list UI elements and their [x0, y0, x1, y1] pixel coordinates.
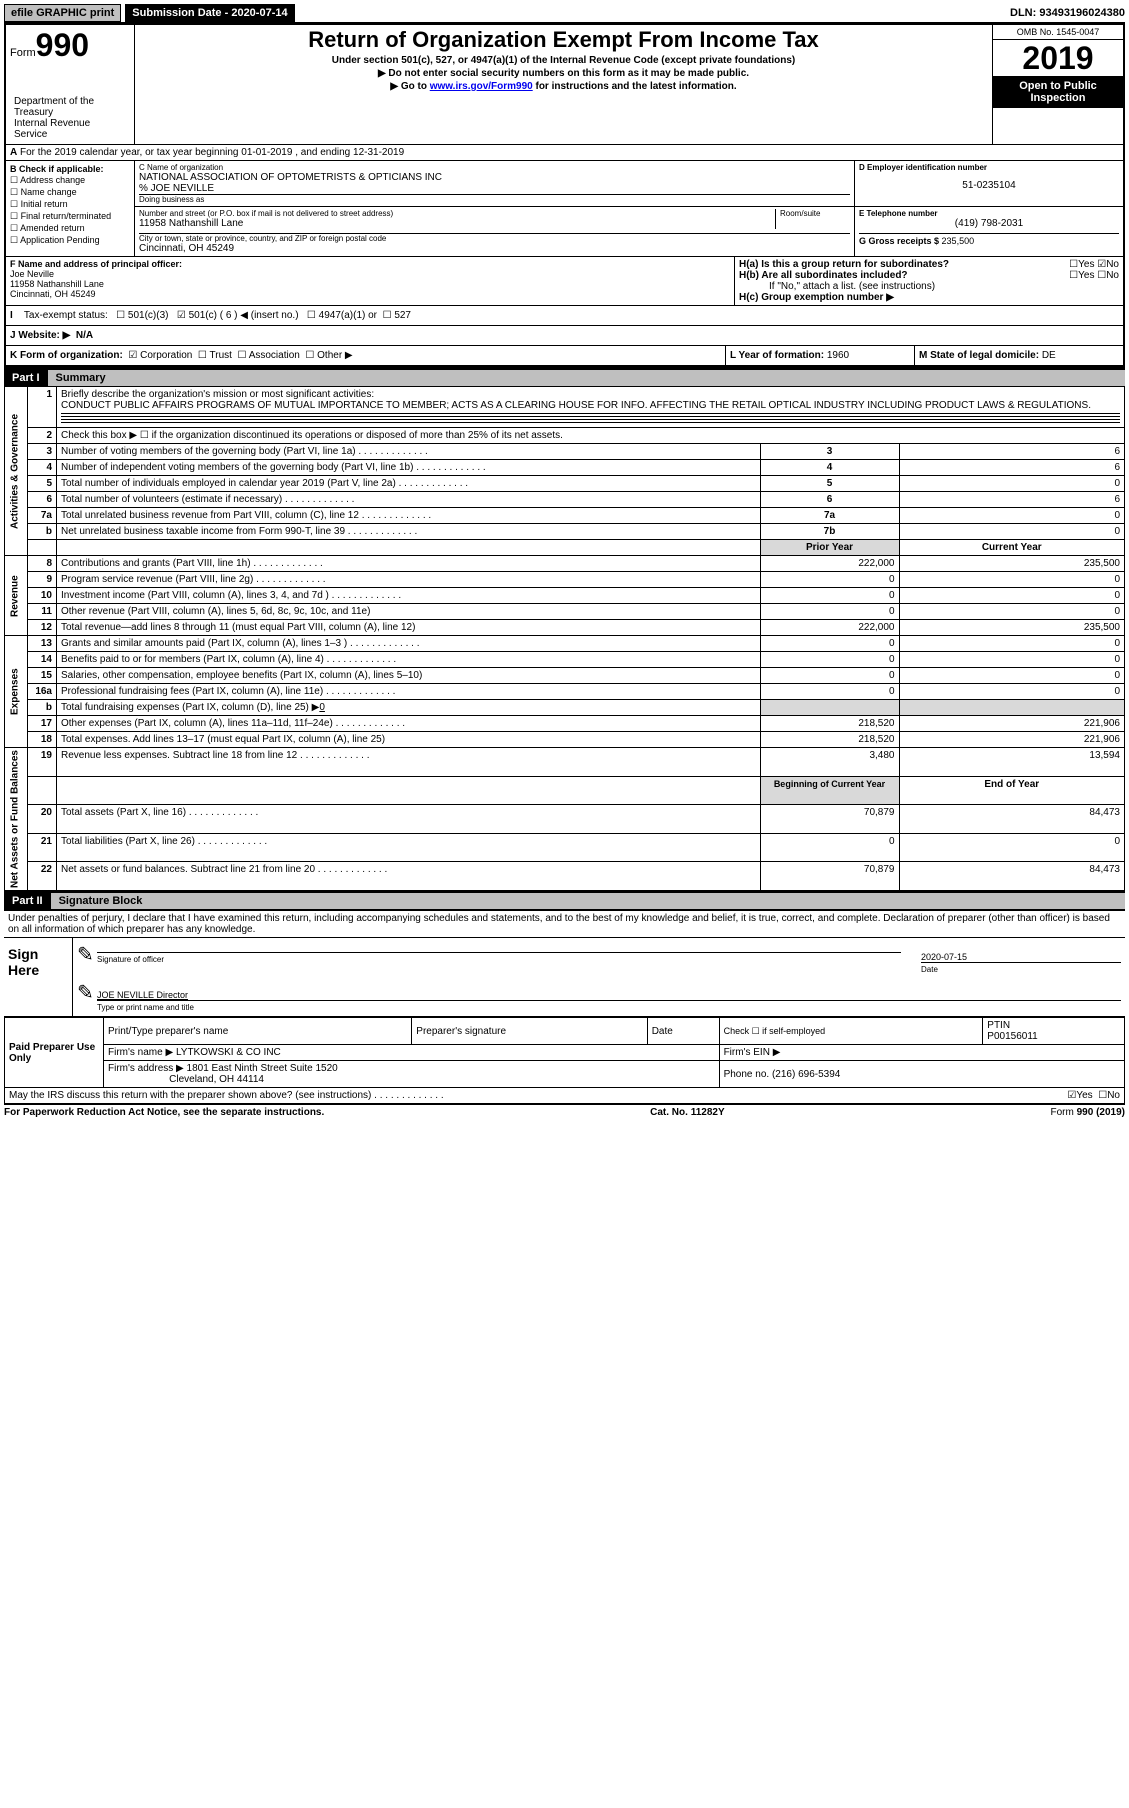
page-footer: For Paperwork Reduction Act Notice, see …: [4, 1104, 1125, 1120]
website: J Website: ▶ N/A: [6, 325, 1123, 345]
sig-date: 2020-07-15: [921, 952, 1121, 963]
tax-status: I Tax-exempt status: 501(c)(3) 501(c) ( …: [6, 305, 1123, 325]
signature-block: Under penalties of perjury, I declare th…: [4, 909, 1125, 1104]
side-netassets: Net Assets or Fund Balances: [5, 748, 28, 891]
dln: DLN: 93493196024380: [1010, 7, 1125, 19]
pen-icon: ✎: [77, 980, 97, 1012]
org-name: NATIONAL ASSOCIATION OF OPTOMETRISTS & O…: [139, 172, 850, 183]
form-number: Form990: [10, 27, 130, 64]
paid-prep-label: Paid Preparer Use Only: [5, 1018, 104, 1088]
chk-initial[interactable]: Initial return: [10, 199, 130, 210]
line-a: A For the 2019 calendar year, or tax yea…: [6, 144, 1123, 160]
subtitle-2: Do not enter social security numbers on …: [139, 68, 988, 79]
box-g: G Gross receipts $ 235,500: [859, 233, 1119, 246]
box-h: H(a) Is this a group return for subordin…: [735, 257, 1123, 305]
chk-amended[interactable]: Amended return: [10, 223, 130, 234]
sign-here: Sign Here: [4, 938, 73, 1016]
side-revenue: Revenue: [5, 556, 28, 636]
phone: (419) 798-2031: [859, 218, 1119, 229]
box-m: M State of legal domicile: DE: [914, 346, 1123, 365]
chk-final[interactable]: Final return/terminated: [10, 211, 130, 222]
box-c: C Name of organization NATIONAL ASSOCIAT…: [135, 161, 855, 206]
org-address: 11958 Nathanshill Lane: [139, 218, 775, 229]
org-city: Cincinnati, OH 45249: [139, 243, 850, 254]
subdate-btn[interactable]: Submission Date - 2020-07-14: [125, 4, 294, 22]
side-governance: Activities & Governance: [5, 387, 28, 556]
box-l: L Year of formation: 1960: [725, 346, 914, 365]
signer-name: JOE NEVILLE Director: [97, 990, 188, 1000]
side-expenses: Expenses: [5, 636, 28, 748]
firm-name: LYTKOWSKI & CO INC: [176, 1047, 281, 1058]
box-k: K Form of organization: Corporation Trus…: [6, 346, 725, 365]
firm-phone: (216) 696-5394: [772, 1069, 840, 1080]
omb-number: OMB No. 1545-0047: [993, 25, 1123, 40]
inspection-label: Open to Public Inspection: [993, 76, 1123, 108]
tax-year: 2019: [993, 40, 1123, 76]
summary-table: Activities & Governance 1 Briefly descri…: [4, 386, 1125, 891]
top-bar: efile GRAPHIC print Submission Date - 20…: [4, 4, 1125, 23]
firm-addr: 1801 East Ninth Street Suite 1520: [187, 1063, 338, 1074]
chk-name[interactable]: Name change: [10, 187, 130, 198]
subtitle-1: Under section 501(c), 527, or 4947(a)(1)…: [139, 55, 988, 66]
box-e: E Telephone number (419) 798-2031: [859, 209, 1119, 229]
box-d: D Employer identification number 51-0235…: [855, 161, 1123, 206]
dept-label: Department of the Treasury Internal Reve…: [10, 94, 130, 142]
subtitle-3: Go to www.irs.gov/Form990 for instructio…: [139, 81, 988, 92]
box-b: B Check if applicable: Address change Na…: [6, 161, 135, 256]
chk-pending[interactable]: Application Pending: [10, 235, 130, 246]
discuss-row: May the IRS discuss this return with the…: [4, 1088, 1125, 1104]
form-title: Return of Organization Exempt From Incom…: [139, 27, 988, 53]
part-1-header: Part I Summary: [4, 368, 1125, 386]
preparer-table: Paid Preparer Use Only Print/Type prepar…: [4, 1017, 1125, 1088]
form-header: Form990 Department of the Treasury Inter…: [6, 25, 1123, 144]
pen-icon: ✎: [77, 942, 97, 974]
form-container: Form990 Department of the Treasury Inter…: [4, 23, 1125, 368]
chk-address[interactable]: Address change: [10, 175, 130, 186]
ein: 51-0235104: [859, 180, 1119, 191]
part-2-header: Part II Signature Block: [4, 891, 1125, 909]
efile-btn[interactable]: efile GRAPHIC print: [4, 4, 121, 22]
irs-link[interactable]: www.irs.gov/Form990: [430, 81, 533, 92]
ptin: P00156011: [987, 1031, 1037, 1042]
mission-text: CONDUCT PUBLIC AFFAIRS PROGRAMS OF MUTUA…: [61, 400, 1091, 411]
box-f: F Name and address of principal officer:…: [6, 257, 735, 305]
